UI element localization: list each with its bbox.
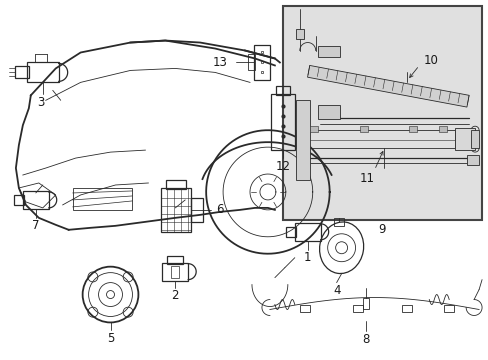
Bar <box>402 305 411 312</box>
Bar <box>454 128 474 150</box>
Bar <box>162 263 188 280</box>
Bar <box>362 298 368 310</box>
Bar <box>73 188 132 210</box>
Text: 1: 1 <box>304 251 311 264</box>
Bar <box>15 67 29 78</box>
Bar <box>438 126 447 132</box>
Text: 10: 10 <box>423 54 438 67</box>
Text: 3: 3 <box>37 96 44 109</box>
Bar <box>247 54 254 71</box>
Text: 8: 8 <box>361 333 368 346</box>
Bar <box>270 94 294 150</box>
Text: 2: 2 <box>171 289 179 302</box>
Bar <box>294 223 320 241</box>
Bar <box>333 218 343 226</box>
Text: 11: 11 <box>359 171 374 185</box>
Bar <box>171 266 179 278</box>
Bar <box>309 126 317 132</box>
Bar <box>470 130 478 148</box>
Bar <box>317 45 339 58</box>
Bar <box>295 130 454 148</box>
Text: 9: 9 <box>378 223 386 236</box>
Text: 6: 6 <box>216 203 224 216</box>
Bar <box>466 155 478 165</box>
Bar <box>317 105 339 119</box>
Bar <box>166 180 186 189</box>
Bar <box>359 126 367 132</box>
Bar <box>299 305 309 312</box>
Bar <box>253 45 269 80</box>
Bar <box>285 227 295 237</box>
Text: 13: 13 <box>212 56 226 69</box>
Bar <box>408 126 416 132</box>
Bar <box>282 6 481 220</box>
Bar <box>295 28 303 39</box>
Bar <box>191 198 203 222</box>
Bar <box>23 191 49 209</box>
Text: 12: 12 <box>275 159 290 172</box>
Bar <box>352 305 362 312</box>
Bar <box>167 256 183 264</box>
Bar <box>27 62 59 82</box>
Bar <box>443 305 453 312</box>
Text: 7: 7 <box>32 219 40 232</box>
Text: 4: 4 <box>332 284 340 297</box>
Text: 5: 5 <box>106 332 114 345</box>
Bar <box>295 100 309 180</box>
Polygon shape <box>307 66 468 107</box>
Bar <box>161 188 191 232</box>
Bar <box>14 195 24 205</box>
Bar <box>275 86 289 95</box>
